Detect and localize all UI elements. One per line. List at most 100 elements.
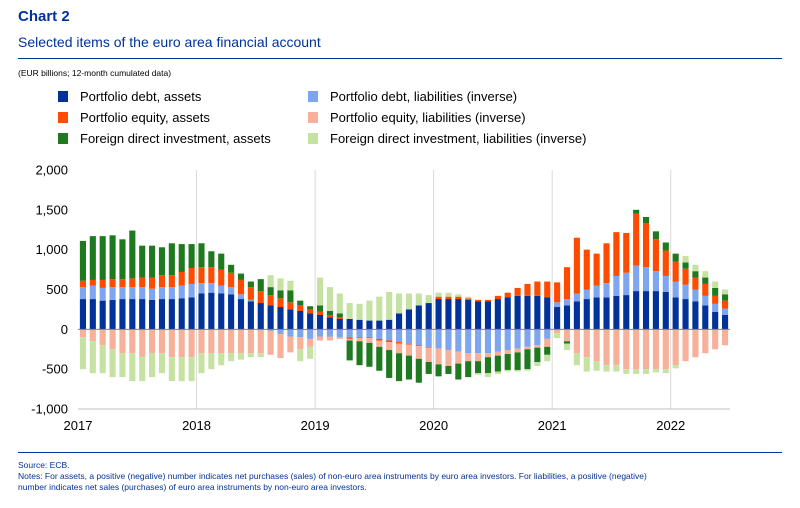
bar-segment	[89, 285, 96, 300]
bar-segment	[356, 341, 363, 366]
notes-line-2: number indicates net sales (purchases) o…	[18, 482, 367, 492]
bar-segment	[662, 242, 669, 251]
bar-segment	[366, 338, 373, 343]
bar-segment	[129, 230, 136, 279]
y-tick-label: 0	[61, 322, 68, 337]
bar-segment	[573, 301, 580, 330]
bar-segment	[504, 292, 511, 298]
bar-segment	[712, 311, 719, 330]
bar-segment	[524, 346, 531, 350]
bar-segment	[188, 357, 195, 382]
bar-segment	[356, 303, 363, 320]
bar-segment	[228, 272, 235, 288]
bar-segment	[445, 350, 452, 366]
bar-segment	[386, 319, 393, 330]
bar-segment	[109, 287, 116, 300]
bar-segment	[247, 299, 254, 302]
bar-segment	[366, 337, 373, 339]
legend-swatch	[308, 90, 318, 102]
bar-segment	[307, 329, 314, 339]
bar-segment	[346, 318, 353, 330]
legend-label: Portfolio equity, liabilities (inverse)	[330, 109, 526, 125]
bar-segment	[405, 309, 412, 330]
bar-segment	[623, 295, 630, 330]
bar-segment	[504, 369, 511, 372]
bar-segment	[386, 329, 393, 341]
bar-segment	[257, 329, 264, 354]
bar-segment	[672, 281, 679, 298]
bar-segment	[129, 287, 136, 300]
bar-segment	[465, 329, 472, 354]
bar-segment	[396, 329, 403, 343]
bar-segment	[267, 275, 274, 288]
bar-segment	[435, 348, 442, 365]
bar-segment	[396, 353, 403, 382]
bar-segment	[662, 250, 669, 276]
bar-segment	[267, 329, 274, 331]
legend-item-portfolio-equity-liabilities: Portfolio equity, liabilities (inverse)	[308, 107, 526, 127]
bar-segment	[435, 296, 442, 300]
bar-segment	[534, 345, 541, 348]
bar-segment	[455, 299, 462, 330]
bar-segment	[692, 264, 699, 272]
bar-segment	[79, 287, 86, 300]
bar-segment	[297, 329, 304, 338]
bar-segment	[198, 283, 205, 294]
bar-segment	[544, 297, 551, 330]
bar-segment	[554, 302, 561, 308]
bar-segment	[297, 349, 304, 362]
bar-segment	[376, 338, 383, 341]
bar-segment	[613, 232, 620, 276]
x-tick-label: 2018	[182, 418, 211, 433]
bar-segment	[287, 329, 294, 337]
bar-segment	[198, 329, 205, 354]
bar-segment	[99, 287, 106, 301]
bar-segment	[652, 271, 659, 292]
bar-segment	[149, 353, 156, 378]
bar-segment	[228, 287, 235, 295]
bar-segment	[524, 329, 531, 347]
bar-segment	[168, 299, 175, 330]
bar-segment	[247, 301, 254, 330]
bar-segment	[613, 329, 620, 366]
bar-segment	[722, 329, 729, 346]
bar-segment	[307, 313, 314, 330]
bar-segment	[109, 235, 116, 280]
bar-segment	[514, 352, 521, 370]
bar-segment	[573, 293, 580, 302]
bar-segment	[544, 346, 551, 355]
bar-segment	[168, 243, 175, 276]
bar-segment	[366, 329, 373, 338]
legend-label: Portfolio equity, assets	[80, 109, 210, 125]
bar-segment	[168, 287, 175, 300]
bar-segment	[484, 329, 492, 354]
bar-segment	[178, 357, 185, 382]
bar-segment	[415, 358, 422, 383]
bar-segment	[287, 309, 294, 330]
y-tick-label: 1,500	[35, 202, 68, 217]
bar-segment	[702, 277, 709, 284]
bar-segment	[158, 287, 166, 300]
bar-segment	[514, 295, 521, 330]
bar-segment	[218, 285, 225, 294]
bar-segment	[603, 365, 610, 372]
bar-segment	[652, 291, 659, 330]
bar-segment	[297, 300, 304, 306]
bar-segment	[326, 336, 333, 341]
bar-segment	[544, 329, 551, 339]
bar-segment	[277, 307, 284, 330]
notes-line-1: Notes: For assets, a positive (negative)…	[18, 471, 647, 481]
bar-segment	[563, 329, 571, 342]
bar-segment	[642, 369, 650, 374]
bar-segment	[514, 287, 521, 296]
bar-segment	[623, 369, 630, 374]
bar-segment	[346, 303, 353, 319]
bar-segment	[257, 291, 264, 304]
bar-segment	[168, 329, 175, 358]
bar-segment	[583, 329, 590, 358]
bar-segment	[702, 271, 709, 278]
bar-segment	[554, 307, 561, 330]
bar-segment	[692, 301, 699, 330]
bar-segment	[326, 317, 333, 330]
bar-segment	[475, 373, 482, 375]
